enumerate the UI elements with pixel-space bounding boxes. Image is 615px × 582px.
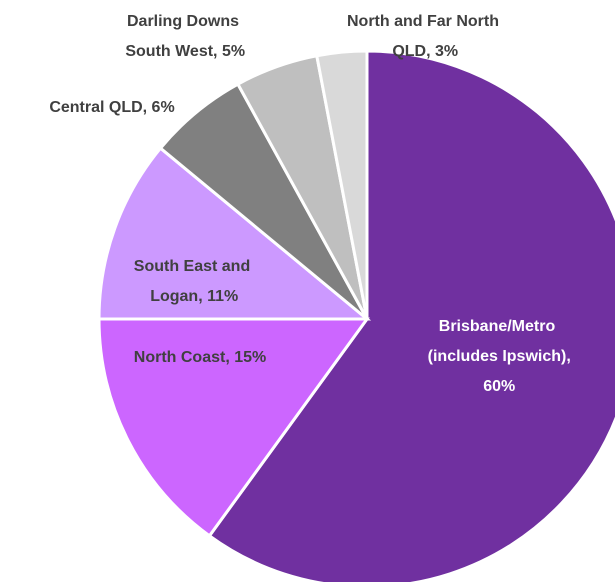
data-label-line: 60% <box>479 378 515 395</box>
data-label-line: QLD, 3% <box>388 43 458 60</box>
data-label: South East and Logan, 11% <box>134 258 250 305</box>
pie-slice <box>315 49 369 320</box>
data-label-line: (includes Ipswich), <box>423 348 571 365</box>
data-label-line: North and Far North <box>347 13 499 30</box>
data-label: Central QLD, 6% <box>49 99 174 116</box>
data-label: North and Far North QLD, 3% <box>347 13 499 60</box>
data-label-line: Logan, 11% <box>146 288 238 305</box>
data-label: Darling Downs South West, 5% <box>121 13 245 60</box>
data-label: Brisbane/Metro (includes Ipswich), 60% <box>423 318 571 395</box>
data-label-line: North Coast, 15% <box>134 349 266 366</box>
data-label: North Coast, 15% <box>134 349 266 366</box>
data-label-line: Central QLD, 6% <box>49 99 174 116</box>
data-label-line: Brisbane/Metro <box>439 318 556 335</box>
pie-slice <box>97 146 372 321</box>
data-label-line: South West, 5% <box>121 43 245 60</box>
data-label-line: South East and <box>134 258 250 275</box>
pie-slice <box>207 49 615 582</box>
pie-slice <box>97 317 370 538</box>
data-label-line: Darling Downs <box>127 13 239 30</box>
